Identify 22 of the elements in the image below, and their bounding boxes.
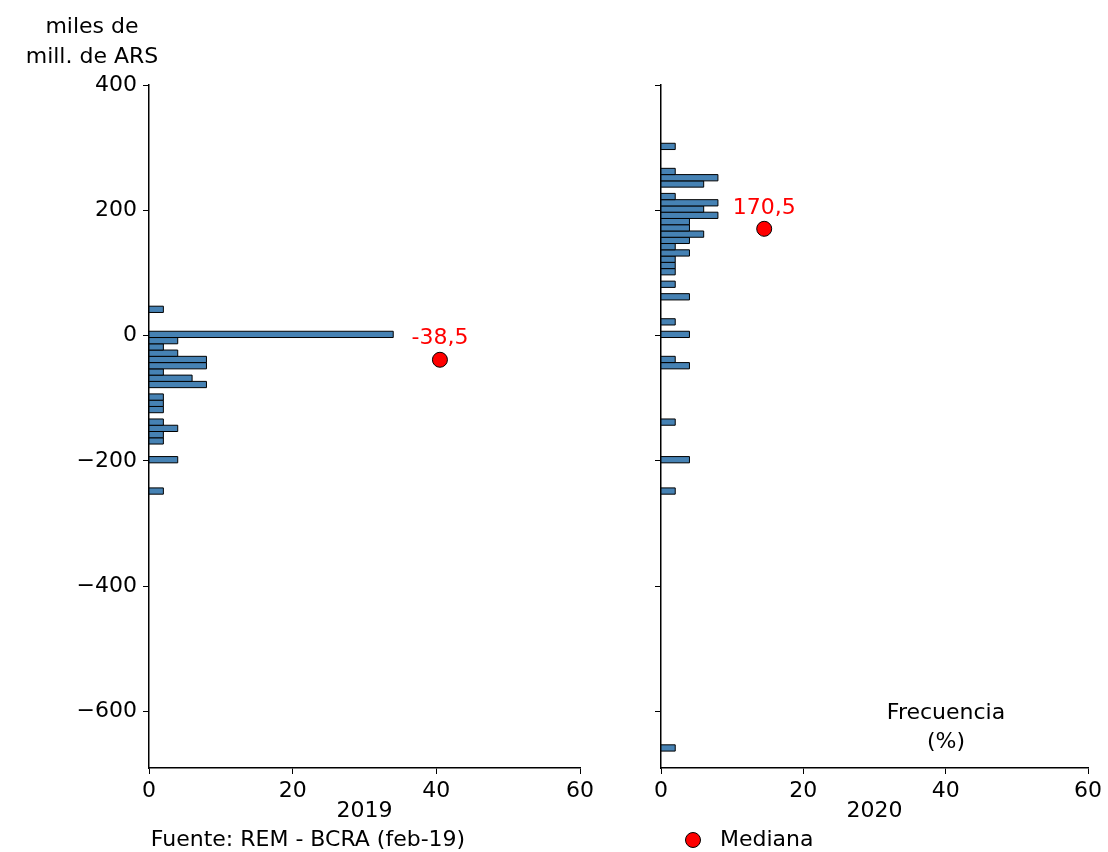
y-tick-label: 200 [95,196,137,222]
annotation: 170,5 [732,193,796,219]
y-tick-label: −400 [76,572,137,597]
annotation: -38,5 [411,324,469,350]
x-tick-label: 0 [142,776,156,802]
y-tick-label: −600 [76,697,137,723]
x-axis-title: 2020 [846,796,903,822]
y-axis-title: miles de mill. de ARS [25,12,159,68]
annotation: Frecuencia (%) [886,698,1006,753]
x-tick-label: 0 [654,776,668,802]
x-axis-title: 2019 [336,796,393,822]
source-note: Fuente: REM - BCRA (feb-19) [150,825,466,851]
y-tick-label: −200 [76,446,137,472]
x-tick-label: 40 [931,776,960,802]
y-tick-label: 400 [95,70,137,96]
x-tick-label: 40 [422,776,451,802]
x-tick-label: 20 [278,776,307,802]
legend-label: Mediana [720,825,814,851]
x-tick-label: 60 [566,776,594,802]
y-tick-label: 0 [123,321,137,347]
x-tick-label: 20 [789,776,818,802]
x-tick-label: 60 [1074,776,1102,802]
